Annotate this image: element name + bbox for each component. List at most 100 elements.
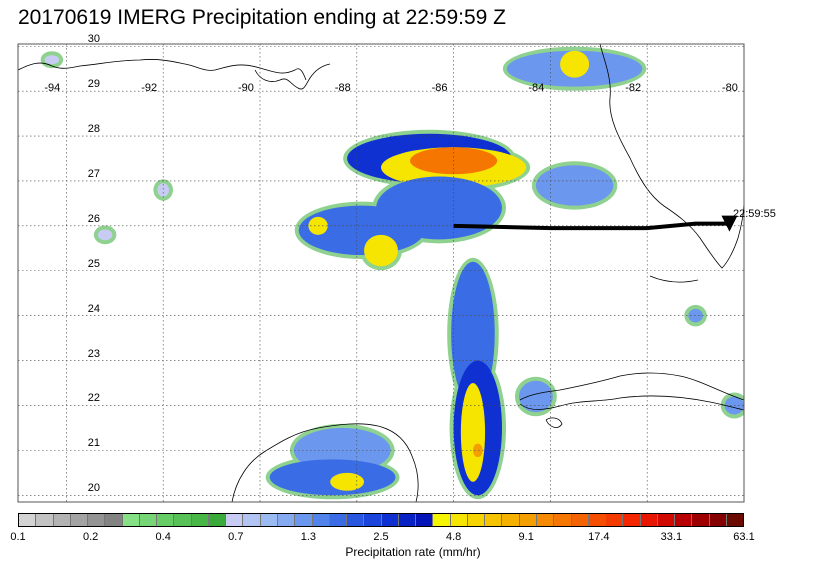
lat-label: 23 bbox=[87, 347, 100, 360]
colorbar-swatch bbox=[312, 514, 330, 526]
lat-label: 26 bbox=[87, 212, 100, 225]
colorbar-tick: 0.4 bbox=[155, 531, 171, 543]
precip-cell bbox=[97, 229, 113, 241]
lon-label: -94 bbox=[44, 82, 61, 94]
precip-cell bbox=[688, 308, 703, 323]
precip-cell bbox=[330, 472, 365, 491]
colorbar-swatch bbox=[88, 514, 106, 526]
colorbar-swatch bbox=[623, 514, 641, 526]
gridlines bbox=[18, 44, 745, 502]
coastline-florida-keys bbox=[649, 275, 699, 283]
lon-label: -86 bbox=[431, 82, 448, 94]
coastlines bbox=[18, 44, 744, 502]
colorbar-swatch bbox=[606, 514, 624, 526]
lon-label: -80 bbox=[722, 82, 738, 94]
track-end-marker bbox=[721, 215, 738, 232]
colorbar-swatch bbox=[191, 514, 209, 526]
lat-label: 24 bbox=[87, 302, 100, 315]
colorbar-tick: 9.1 bbox=[518, 531, 534, 543]
colorbar-tick: 4.8 bbox=[445, 531, 462, 543]
colorbar-swatch bbox=[692, 514, 710, 526]
colorbar-swatch bbox=[53, 514, 71, 526]
colorbar-swatch bbox=[726, 514, 744, 526]
colorbar-swatch bbox=[19, 514, 37, 526]
map-background bbox=[18, 44, 744, 502]
colorbar-swatch bbox=[416, 514, 434, 526]
page-title: 20170619 IMERG Precipitation ending at 2… bbox=[18, 6, 506, 29]
lon-label: -90 bbox=[238, 82, 254, 94]
colorbar-swatch bbox=[243, 514, 261, 526]
colorbar-swatch bbox=[381, 514, 399, 526]
precip-cell bbox=[44, 55, 60, 65]
colorbar-swatch bbox=[364, 514, 382, 526]
colorbar-swatch bbox=[433, 514, 451, 526]
coastline-texas-louisiana bbox=[18, 59, 307, 81]
colorbar-swatch bbox=[536, 514, 555, 526]
colorbar-swatch bbox=[208, 514, 227, 526]
map-frame bbox=[17, 43, 745, 503]
colorbar-swatch bbox=[105, 514, 123, 526]
colorbar-label: Precipitation rate (mm/hr) bbox=[345, 545, 481, 559]
colorbar-swatch bbox=[36, 514, 54, 526]
track-end-time: 22:59:55 bbox=[733, 208, 776, 220]
precip-cell bbox=[460, 383, 486, 482]
lon-label: -84 bbox=[528, 82, 545, 94]
colorbar-swatch bbox=[329, 514, 348, 526]
colorbar-tick: 0.1 bbox=[10, 531, 26, 543]
colorbar-swatch bbox=[157, 514, 175, 526]
colorbar-swatch bbox=[485, 514, 503, 526]
colorbar-swatch bbox=[588, 514, 607, 526]
satellite-track bbox=[453, 215, 738, 232]
precip-cell bbox=[472, 443, 483, 458]
colorbar-tick: 63.1 bbox=[733, 531, 755, 543]
colorbar-tick: 17.4 bbox=[588, 531, 610, 543]
colorbar-swatch bbox=[450, 514, 468, 526]
colorbar-swatch bbox=[709, 514, 727, 526]
colorbar-swatch bbox=[502, 514, 520, 526]
colorbar-swatch bbox=[122, 514, 140, 526]
colorbar-swatch bbox=[277, 514, 296, 526]
colorbar-tick: 33.1 bbox=[660, 531, 683, 543]
colorbar-swatch bbox=[657, 514, 676, 526]
lat-label: 20 bbox=[87, 482, 100, 495]
colorbar-swatch bbox=[226, 514, 244, 526]
colorbar-swatch bbox=[70, 514, 89, 526]
colorbar-tick: 2.5 bbox=[373, 531, 389, 543]
colorbar-swatch bbox=[398, 514, 417, 526]
lat-label: 30 bbox=[87, 33, 100, 46]
lon-label: -82 bbox=[625, 82, 642, 94]
coastline-cuba-south bbox=[519, 395, 744, 411]
colorbar-swatch bbox=[571, 514, 589, 526]
colorbar-swatch bbox=[554, 514, 572, 526]
coastline-yucatan bbox=[231, 423, 419, 502]
lat-label: 28 bbox=[87, 123, 100, 136]
precip-cell bbox=[157, 183, 170, 197]
coastline-cuba bbox=[519, 372, 744, 401]
colorbar-swatch bbox=[260, 514, 278, 526]
precip-cell bbox=[364, 234, 398, 267]
colorbar-swatch bbox=[519, 514, 537, 526]
colorbar-swatch bbox=[467, 514, 486, 526]
colorbar-swatch bbox=[174, 514, 192, 526]
colorbar bbox=[18, 513, 744, 527]
colorbar-tick: 0.2 bbox=[82, 531, 99, 543]
lat-label: 21 bbox=[87, 437, 100, 450]
lat-label: 25 bbox=[87, 257, 100, 270]
lon-label: -88 bbox=[334, 82, 351, 94]
colorbar-tick: 0.7 bbox=[228, 531, 244, 543]
colorbar-swatch bbox=[295, 514, 313, 526]
colorbar-tick: 1.3 bbox=[300, 531, 317, 543]
colorbar-swatch bbox=[139, 514, 158, 526]
lat-label: 22 bbox=[87, 392, 100, 405]
lat-label: 27 bbox=[87, 167, 100, 180]
colorbar-swatch bbox=[675, 514, 693, 526]
coastline-florida bbox=[599, 44, 744, 269]
lat-label: 29 bbox=[87, 78, 100, 91]
precip-cell bbox=[560, 50, 590, 78]
lon-label: -92 bbox=[141, 82, 158, 94]
coastline-mississippi-delta bbox=[254, 63, 331, 90]
colorbar-swatch bbox=[347, 514, 365, 526]
precip-cell bbox=[518, 380, 553, 413]
track-line bbox=[453, 221, 730, 231]
